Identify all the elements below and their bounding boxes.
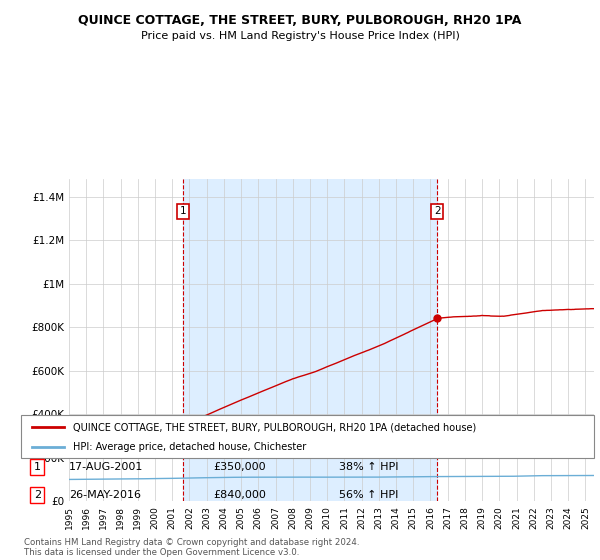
Text: 2: 2 <box>434 207 440 216</box>
Text: Price paid vs. HM Land Registry's House Price Index (HPI): Price paid vs. HM Land Registry's House … <box>140 31 460 41</box>
Bar <box>183 179 437 501</box>
Text: £840,000: £840,000 <box>213 490 266 500</box>
Text: £350,000: £350,000 <box>213 462 266 472</box>
Text: 38% ↑ HPI: 38% ↑ HPI <box>339 462 398 472</box>
Text: 17-AUG-2001: 17-AUG-2001 <box>69 462 143 472</box>
Text: Contains HM Land Registry data © Crown copyright and database right 2024.
This d: Contains HM Land Registry data © Crown c… <box>24 538 359 557</box>
Text: 1: 1 <box>34 462 41 472</box>
Text: QUINCE COTTAGE, THE STREET, BURY, PULBOROUGH, RH20 1PA (detached house): QUINCE COTTAGE, THE STREET, BURY, PULBOR… <box>73 422 476 432</box>
FancyBboxPatch shape <box>21 415 594 458</box>
Text: HPI: Average price, detached house, Chichester: HPI: Average price, detached house, Chic… <box>73 442 306 452</box>
Text: 56% ↑ HPI: 56% ↑ HPI <box>339 490 398 500</box>
Text: 26-MAY-2016: 26-MAY-2016 <box>69 490 141 500</box>
Text: 1: 1 <box>180 207 187 216</box>
Text: QUINCE COTTAGE, THE STREET, BURY, PULBOROUGH, RH20 1PA: QUINCE COTTAGE, THE STREET, BURY, PULBOR… <box>79 14 521 27</box>
Text: 2: 2 <box>34 490 41 500</box>
